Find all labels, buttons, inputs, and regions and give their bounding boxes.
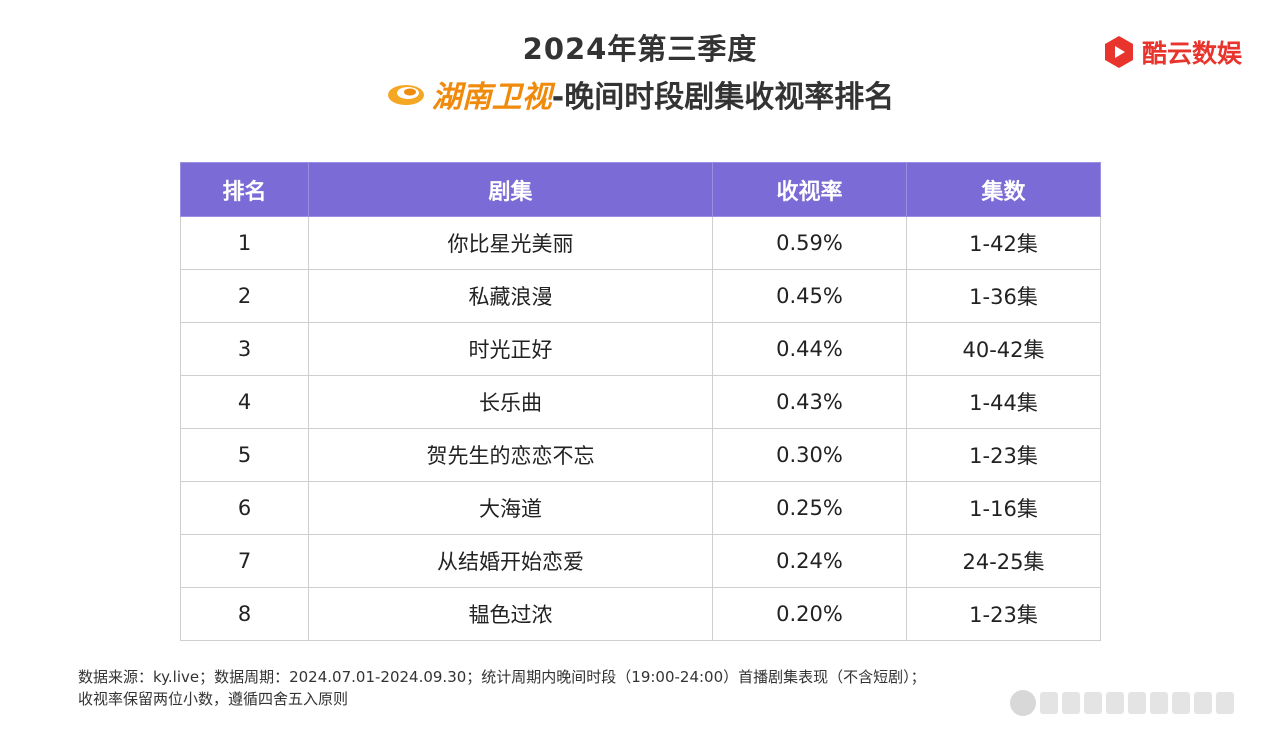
table-row: 6 大海道 0.25% 1-16集	[180, 481, 1101, 535]
rank-cell: 8	[180, 587, 309, 641]
rank-cell: 6	[180, 481, 309, 535]
rating-cell: 0.24%	[712, 534, 907, 588]
footnote: 数据来源：ky.live；数据周期：2024.07.01-2024.09.30；…	[78, 666, 1208, 710]
rating-cell: 0.25%	[712, 481, 907, 535]
rank-cell: 5	[180, 428, 309, 482]
header-rating: 收视率	[712, 162, 907, 217]
rating-cell: 0.44%	[712, 322, 907, 376]
table-row: 7 从结婚开始恋爱 0.24% 24-25集	[180, 534, 1101, 588]
watermark-block	[1194, 692, 1212, 714]
drama-cell: 韫色过浓	[308, 587, 713, 641]
hunan-tv-logo-icon	[387, 85, 424, 105]
rank-cell: 4	[180, 375, 309, 429]
header-episodes: 集数	[906, 162, 1101, 217]
page-subtitle: 湖南卫视 -晚间时段剧集收视率排名	[0, 72, 1280, 116]
footnote-line-2: 收视率保留两位小数，遵循四舍五入原则	[78, 690, 349, 708]
episodes-cell: 1-23集	[906, 587, 1101, 641]
header-rank: 排名	[180, 162, 309, 217]
watermark-block	[1128, 692, 1146, 714]
watermark-block	[1084, 692, 1102, 714]
drama-cell: 你比星光美丽	[308, 216, 713, 270]
rank-cell: 2	[180, 269, 309, 323]
header-drama: 剧集	[308, 162, 713, 217]
table-header-row: 排名 剧集 收视率 集数	[180, 162, 1101, 217]
watermark-block	[1216, 692, 1234, 714]
page-title: 2024年第三季度	[522, 32, 758, 66]
table-row: 8 韫色过浓 0.20% 1-23集	[180, 587, 1101, 641]
footnote-line-1: 数据来源：ky.live；数据周期：2024.07.01-2024.09.30；…	[78, 668, 926, 686]
weibo-watermark	[1010, 686, 1260, 720]
rank-cell: 1	[180, 216, 309, 270]
watermark-block	[1040, 692, 1058, 714]
watermark-block	[1172, 692, 1190, 714]
rating-cell: 0.20%	[712, 587, 907, 641]
table-row: 1 你比星光美丽 0.59% 1-42集	[180, 216, 1101, 270]
rank-cell: 3	[180, 322, 309, 376]
episodes-cell: 24-25集	[906, 534, 1101, 588]
subtitle-text: -晚间时段剧集收视率排名	[551, 80, 895, 115]
ratings-table: 排名 剧集 收视率 集数 1 你比星光美丽 0.59% 1-42集 2 私藏浪漫…	[180, 162, 1101, 641]
episodes-cell: 1-23集	[906, 428, 1101, 482]
drama-cell: 从结婚开始恋爱	[308, 534, 713, 588]
drama-cell: 长乐曲	[308, 375, 713, 429]
rating-cell: 0.45%	[712, 269, 907, 323]
table-row: 3 时光正好 0.44% 40-42集	[180, 322, 1101, 376]
episodes-cell: 1-36集	[906, 269, 1101, 323]
rank-cell: 7	[180, 534, 309, 588]
watermark-block	[1150, 692, 1168, 714]
drama-cell: 私藏浪漫	[308, 269, 713, 323]
episodes-cell: 1-44集	[906, 375, 1101, 429]
episodes-cell: 40-42集	[906, 322, 1101, 376]
table-row: 5 贺先生的恋恋不忘 0.30% 1-23集	[180, 428, 1101, 482]
drama-cell: 大海道	[308, 481, 713, 535]
drama-cell: 贺先生的恋恋不忘	[308, 428, 713, 482]
rating-cell: 0.30%	[712, 428, 907, 482]
watermark-block	[1106, 692, 1124, 714]
episodes-cell: 1-42集	[906, 216, 1101, 270]
brand-logo: 酷云数娱	[1104, 34, 1242, 70]
rating-cell: 0.43%	[712, 375, 907, 429]
table-row: 2 私藏浪漫 0.45% 1-36集	[180, 269, 1101, 323]
episodes-cell: 1-16集	[906, 481, 1101, 535]
drama-cell: 时光正好	[308, 322, 713, 376]
channel-name: 湖南卫视	[431, 80, 552, 115]
table-row: 4 长乐曲 0.43% 1-44集	[180, 375, 1101, 429]
watermark-block	[1062, 692, 1080, 714]
watermark-avatar-icon	[1010, 690, 1036, 716]
kuyun-logo-icon	[1104, 36, 1133, 68]
brand-name: 酷云数娱	[1141, 39, 1242, 68]
rating-cell: 0.59%	[712, 216, 907, 270]
